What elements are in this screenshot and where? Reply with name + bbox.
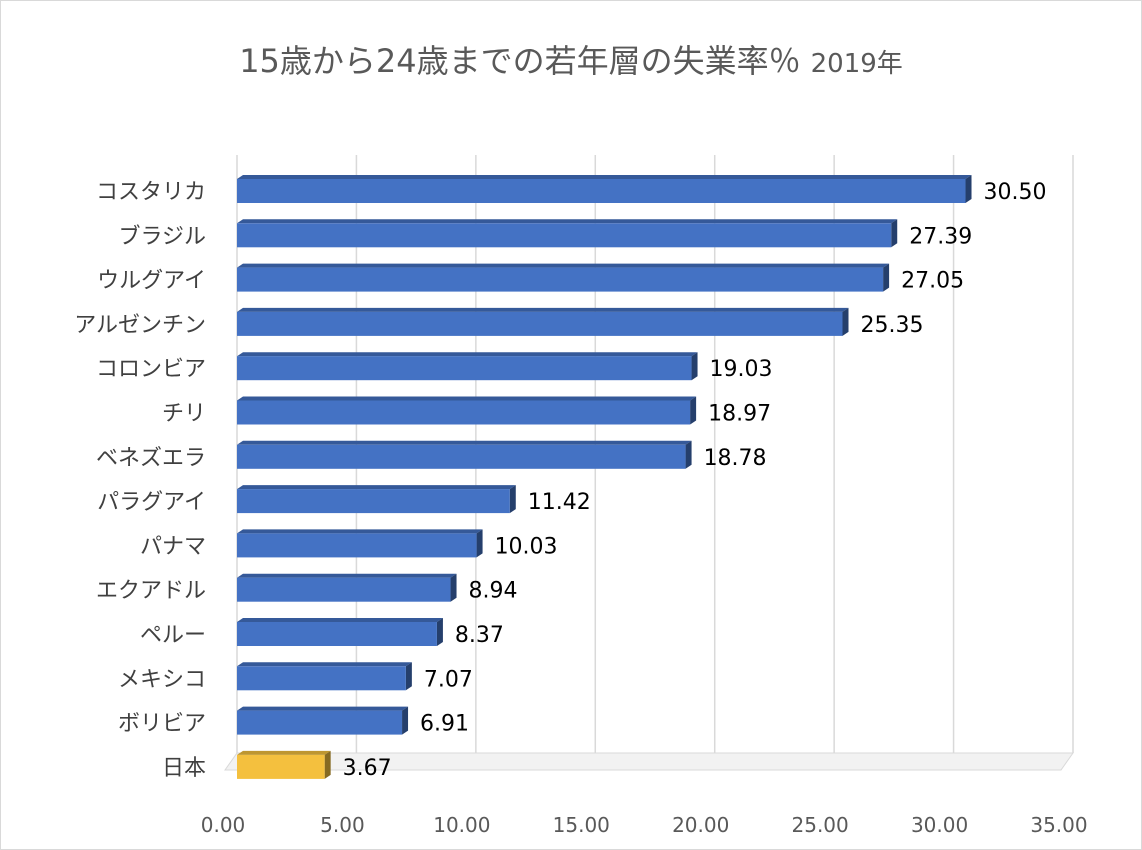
bar-end-face [965,175,972,203]
data-label: 19.03 [710,357,773,382]
category-label: エクアドル [96,579,206,604]
data-label: 6.91 [420,712,469,737]
bar-end-face [405,662,412,691]
bar [237,666,406,691]
category-label: ブラジル [118,224,206,249]
data-label: 27.05 [901,269,964,294]
x-tick-label: 0.00 [201,813,246,837]
data-label: 8.37 [455,623,504,648]
category-label: 日本 [162,756,206,781]
chart-title: 15歳から24歳までの若年層の失業率％ [239,42,801,80]
bar [237,489,510,514]
category-label: ベネズエラ [96,446,206,471]
bar [237,710,403,735]
bar-top-face [237,573,457,578]
category-label: チリ [162,402,206,427]
data-label: 11.42 [528,490,591,515]
data-label: 3.67 [343,756,392,781]
bar-top-face [237,219,898,224]
bar [237,444,686,469]
x-tick-label: 15.00 [553,813,610,837]
data-label: 25.35 [861,313,924,338]
x-tick-label: 25.00 [792,813,849,837]
bar-end-face [509,485,516,514]
x-tick-label: 30.00 [911,813,968,837]
data-label: 7.07 [424,667,473,692]
bar-end-face [436,618,443,646]
bar [237,622,437,646]
bar-end-face [891,219,898,248]
category-label: ボリビア [118,712,206,737]
bar-top-face [237,750,331,755]
data-label: 27.39 [909,224,972,249]
bar-end-face [324,750,331,779]
data-label: 10.03 [495,534,558,559]
bar [237,356,692,381]
data-label: 18.78 [704,446,767,471]
bar-top-face [237,662,412,667]
bar [237,577,451,602]
bar-end-face [685,440,692,469]
bar-end-face [690,396,697,425]
bar [237,267,884,292]
bar-end-face [691,352,698,381]
category-label: メキシコ [118,667,206,692]
category-label: ペルー [140,623,206,648]
chart-subtitle: 2019年 [810,49,903,79]
bar [237,754,325,779]
x-tick-label: 5.00 [320,813,365,837]
data-label: 30.50 [984,180,1047,205]
bar-end-face [883,263,890,292]
bar-top-face [237,307,849,312]
chart-title-block: 15歳から24歳までの若年層の失業率％ 2019年 [0,36,1142,82]
bar-end-face [450,573,457,602]
category-label: コスタリカ [96,180,206,205]
bar-top-face [237,263,890,268]
x-tick-label: 35.00 [1030,813,1087,837]
bar-top-face [237,352,698,357]
bar [237,311,843,336]
bar [237,179,966,203]
category-label: ウルグアイ [97,269,206,294]
plot-floor [224,752,1074,771]
bar [237,400,691,425]
bar-end-face [402,706,409,735]
data-label: 8.94 [469,579,518,604]
bar-top-face [237,396,697,401]
x-tick-label: 20.00 [672,813,729,837]
bar-top-face [237,175,972,179]
category-label: アルゼンチン [74,313,206,338]
bar [237,223,892,248]
bar-top-face [237,440,692,445]
bar-top-face [237,706,409,711]
category-label: パラグアイ [97,490,206,515]
bar-end-face [842,307,849,336]
category-label: パナマ [140,534,206,559]
bar-end-face [476,529,483,558]
category-label: コロンビア [96,357,206,382]
bar-top-face [237,529,483,534]
x-tick-label: 10.00 [433,813,490,837]
data-label: 18.97 [708,402,771,427]
bar-top-face [237,618,443,622]
bar-top-face [237,485,516,490]
bar [237,533,477,558]
